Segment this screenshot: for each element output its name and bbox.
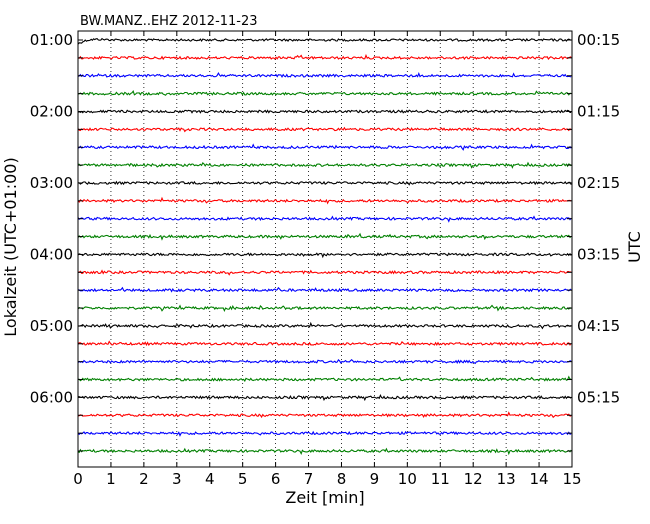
left-tick-label: 04:00: [30, 245, 73, 263]
seismic-trace: [77, 232, 572, 241]
x-tick-label: 0: [73, 470, 83, 488]
seismic-trace: [77, 430, 572, 437]
seismic-trace: [77, 321, 572, 330]
seismic-trace: [77, 340, 572, 347]
seismic-trace: [78, 393, 572, 402]
x-tick-label: 2: [139, 470, 149, 488]
seismic-trace: [77, 37, 572, 45]
x-tick-label: 11: [431, 470, 450, 488]
left-tick-label: 01:00: [30, 31, 73, 49]
x-axis-label: Zeit [min]: [285, 488, 364, 507]
x-tick-label: 6: [271, 470, 281, 488]
seismic-trace: [77, 180, 572, 186]
x-tick-label: 10: [398, 470, 417, 488]
x-tick-label: 7: [304, 470, 314, 488]
axis-ticks: [77, 31, 573, 467]
seismic-trace: [77, 269, 572, 276]
left-tick-label: 02:00: [30, 102, 73, 120]
y-axis-label: Lokalzeit (UTC+01:00): [1, 157, 20, 336]
x-tick-label: 1: [106, 470, 116, 488]
right-tick-label: 02:15: [577, 174, 620, 192]
seismic-trace: [77, 304, 572, 313]
seismic-trace: [77, 126, 572, 133]
x-tick-label: 5: [238, 470, 248, 488]
seismic-traces: [77, 37, 572, 456]
right-tick-label: 03:15: [577, 245, 620, 263]
seismic-trace: [77, 411, 572, 419]
x-tick-label: 15: [562, 470, 581, 488]
plot-frame: [77, 30, 573, 468]
seismic-trace: [77, 252, 572, 259]
right-tick-label: 05:15: [577, 388, 620, 406]
grid-lines: [110, 31, 540, 467]
chart-title: BW.MANZ..EHZ 2012-11-23: [80, 14, 258, 29]
left-tick-label: 03:00: [30, 174, 73, 192]
seismic-trace: [77, 286, 572, 293]
right-tick-labels: 00:15 01:15 02:15 03:15 04:15 05:15: [577, 31, 620, 406]
x-tick-label: 8: [337, 470, 347, 488]
x-tick-label: 13: [497, 470, 516, 488]
right-tick-label: 00:15: [577, 31, 620, 49]
x-tick-label: 3: [172, 470, 182, 488]
seismic-trace: [77, 71, 572, 79]
seismic-trace: [77, 358, 572, 365]
x-tick-label: 4: [205, 470, 215, 488]
seismic-trace: [77, 196, 572, 205]
left-tick-labels: 01:00 02:00 03:00 04:00 05:00 06:00: [30, 31, 73, 406]
seismic-trace: [77, 161, 572, 169]
x-tick-label: 12: [464, 470, 483, 488]
left-tick-label: 06:00: [30, 388, 73, 406]
seismic-trace: [77, 109, 572, 114]
seismic-trace: [77, 90, 572, 96]
right-axis-label: UTC: [625, 231, 644, 263]
seismic-trace: [77, 375, 572, 383]
x-tick-label: 9: [370, 470, 380, 488]
x-tick-label: 14: [530, 470, 549, 488]
seismic-trace: [77, 143, 572, 151]
left-tick-label: 05:00: [30, 317, 73, 335]
seismic-trace: [77, 447, 572, 456]
seismic-trace: [77, 53, 572, 61]
seismic-trace: [77, 215, 572, 223]
x-tick-labels: 0 1 2 3 4 5 6 7 8 9 10 11 12 13 14 15: [73, 470, 581, 488]
right-tick-label: 04:15: [577, 317, 620, 335]
right-tick-label: 01:15: [577, 102, 620, 120]
